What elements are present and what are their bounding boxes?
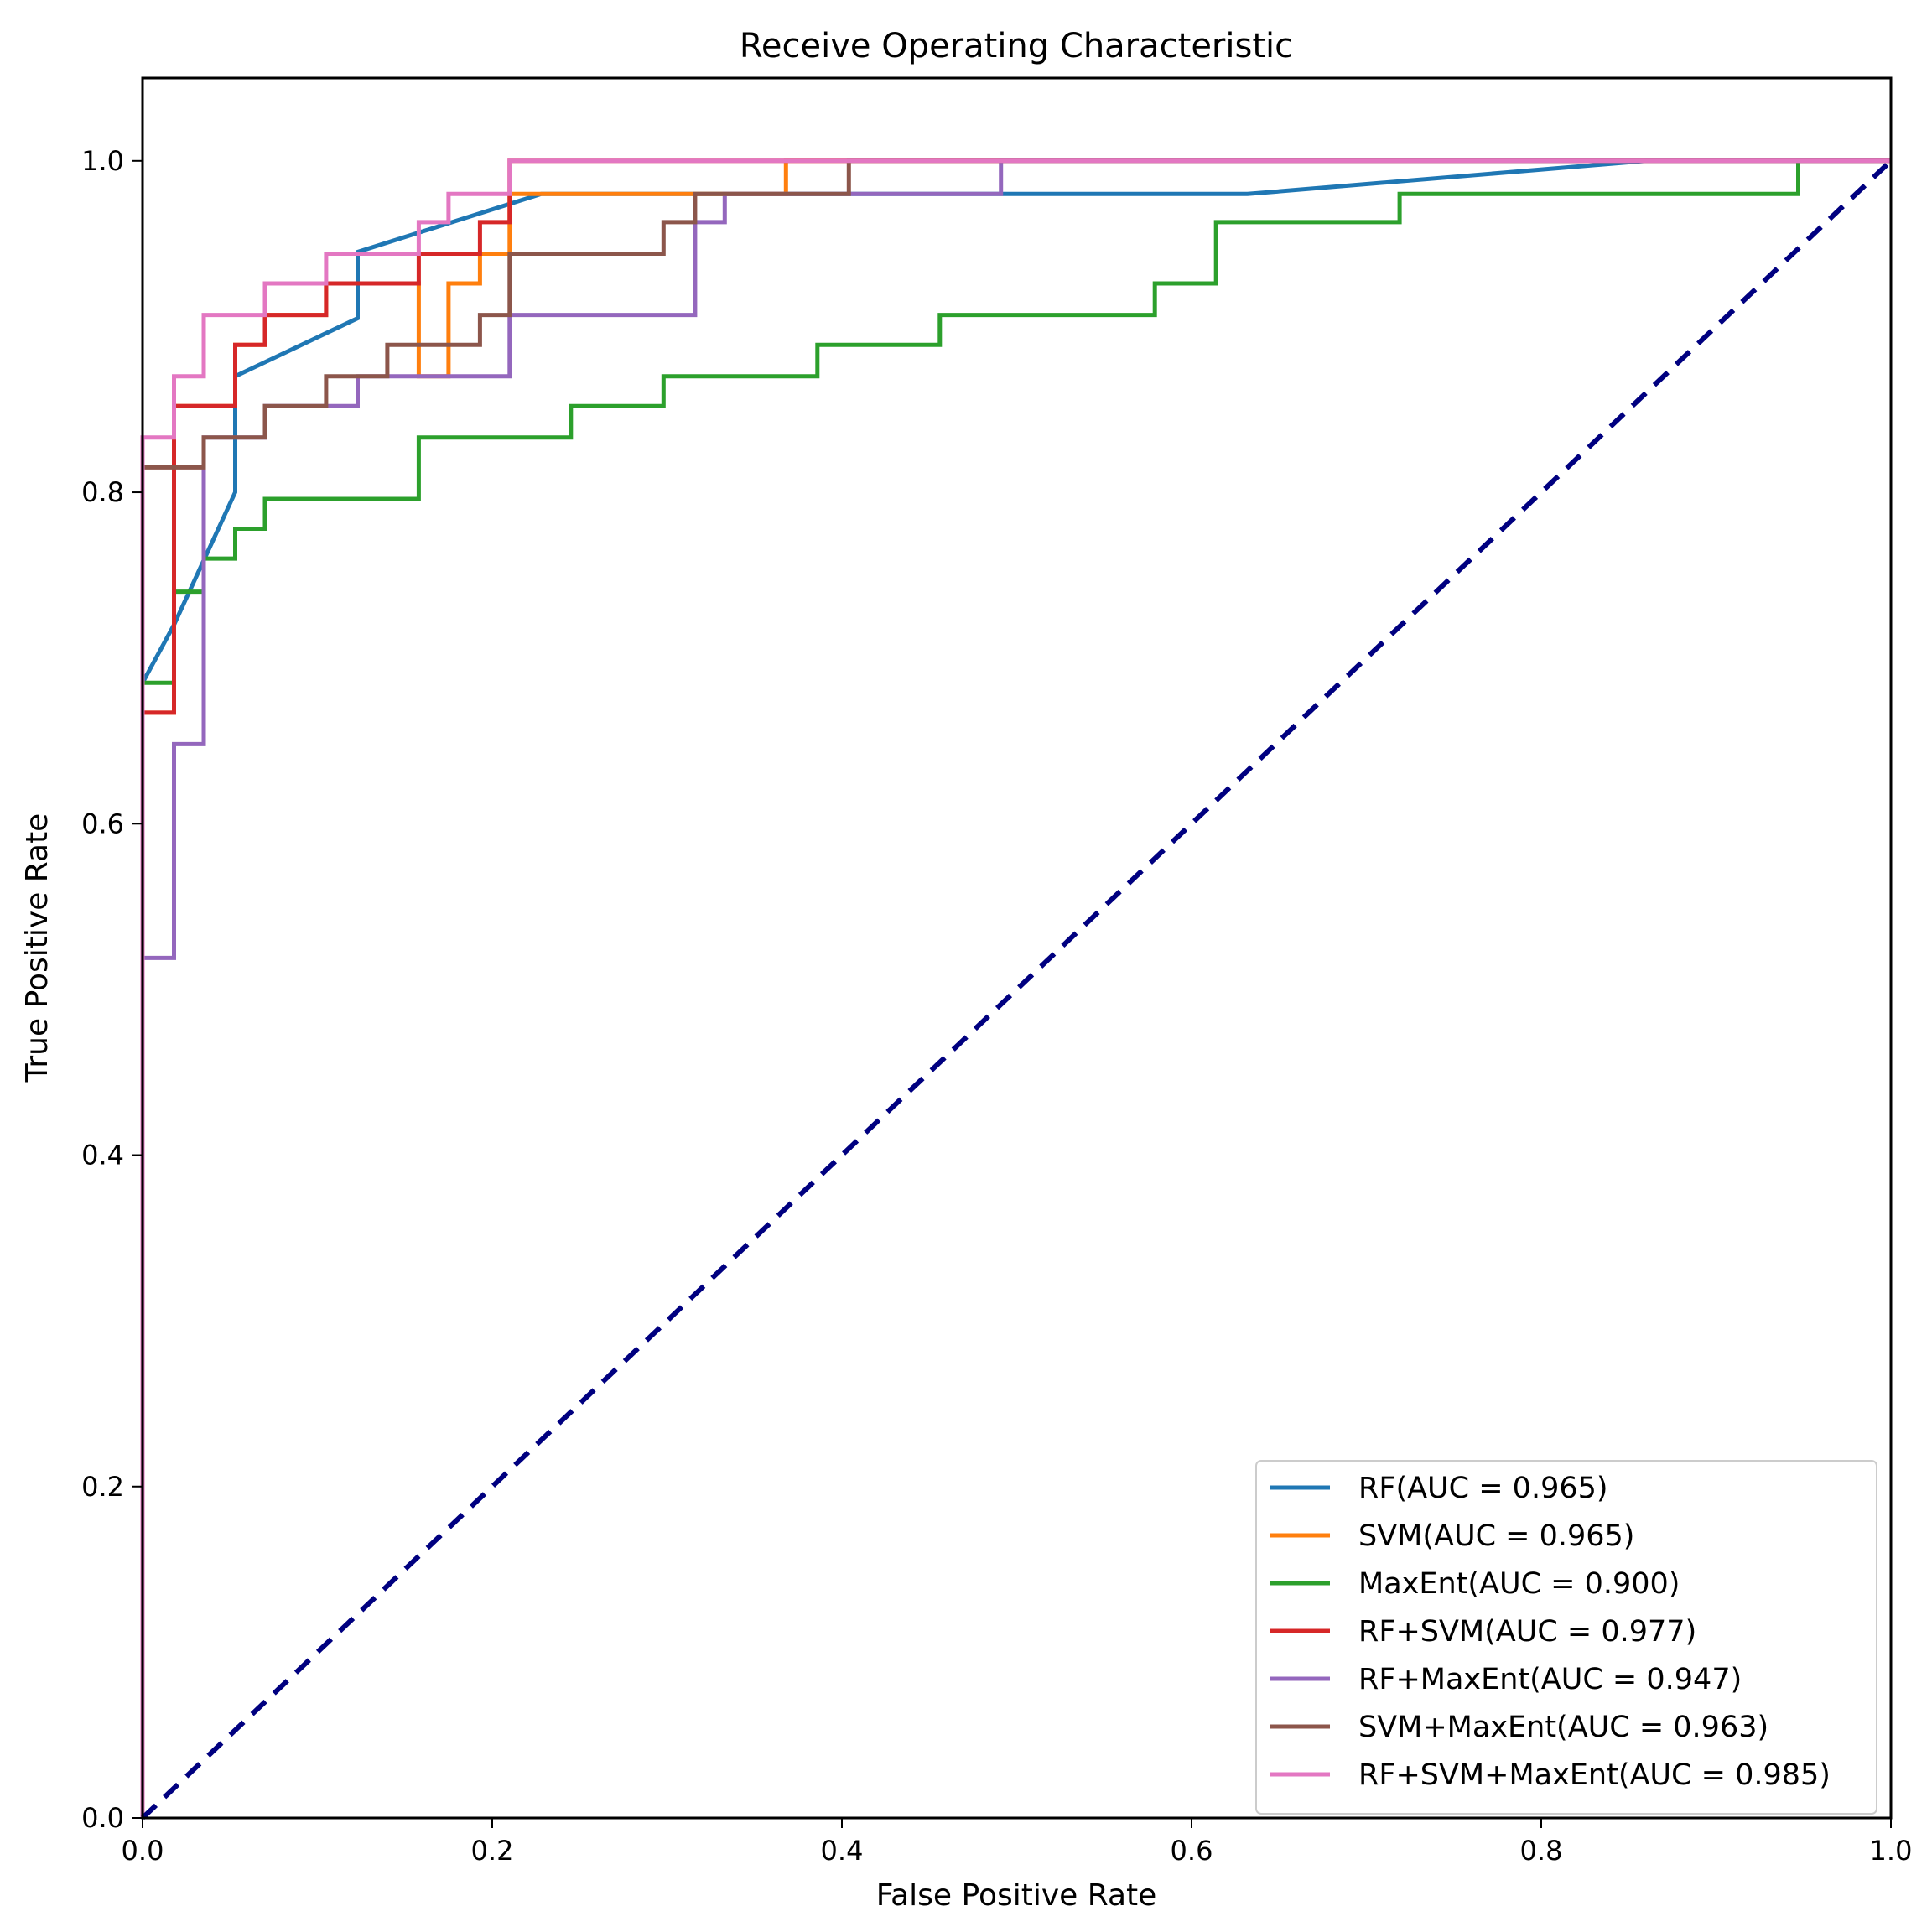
x-tick-label: 0.6 xyxy=(1171,1835,1213,1867)
chart-title: Receive Operating Characteristic xyxy=(740,27,1293,65)
plot-frame xyxy=(141,76,1893,1820)
y-tick-label: 0.4 xyxy=(81,1140,124,1171)
y-tick-label: 0.2 xyxy=(81,1471,124,1503)
x-tick-label: 0.2 xyxy=(471,1835,514,1867)
series-line-svm-maxent xyxy=(140,158,1891,1818)
y-tick-label: 1.0 xyxy=(81,145,124,177)
y-tick-label: 0.6 xyxy=(81,808,124,839)
legend: RF(AUC = 0.965) SVM(AUC = 0.965) MaxEnt(AU… xyxy=(1255,1460,1877,1815)
series-line-rf-svm-maxent xyxy=(140,158,1891,1818)
legend-entry: RF+SVM(AUC = 0.977) xyxy=(1358,1615,1696,1649)
legend-entry: RF+MaxEnt(AUC = 0.947) xyxy=(1358,1663,1742,1696)
legend-entry: SVM(AUC = 0.965) xyxy=(1358,1519,1634,1553)
series-line-rf-svm xyxy=(140,158,1891,1818)
x-tick-label: 1.0 xyxy=(1870,1835,1913,1867)
legend-entry: RF(AUC = 0.965) xyxy=(1358,1472,1608,1505)
x-tick-label: 0.8 xyxy=(1520,1835,1563,1867)
y-tick-label: 0.0 xyxy=(81,1802,124,1834)
legend-entry: MaxEnt(AUC = 0.900) xyxy=(1358,1567,1680,1601)
legend-box xyxy=(1255,1460,1877,1815)
x-axis-label: False Positive Rate xyxy=(876,1878,1157,1913)
y-tick-label: 0.8 xyxy=(81,476,124,508)
x-tick-label: 0.0 xyxy=(122,1835,164,1867)
y-axis-label: True Positive Rate xyxy=(20,813,55,1083)
series-line-rf-maxent xyxy=(140,158,1891,1818)
series-line-chance xyxy=(140,158,1893,1820)
series-line-rf xyxy=(140,158,1891,1818)
legend-entry: SVM+MaxEnt(AUC = 0.963) xyxy=(1358,1711,1768,1744)
legend-entry: RF+SVM+MaxEnt(AUC = 0.985) xyxy=(1358,1758,1831,1792)
x-tick-label: 0.4 xyxy=(821,1835,864,1867)
